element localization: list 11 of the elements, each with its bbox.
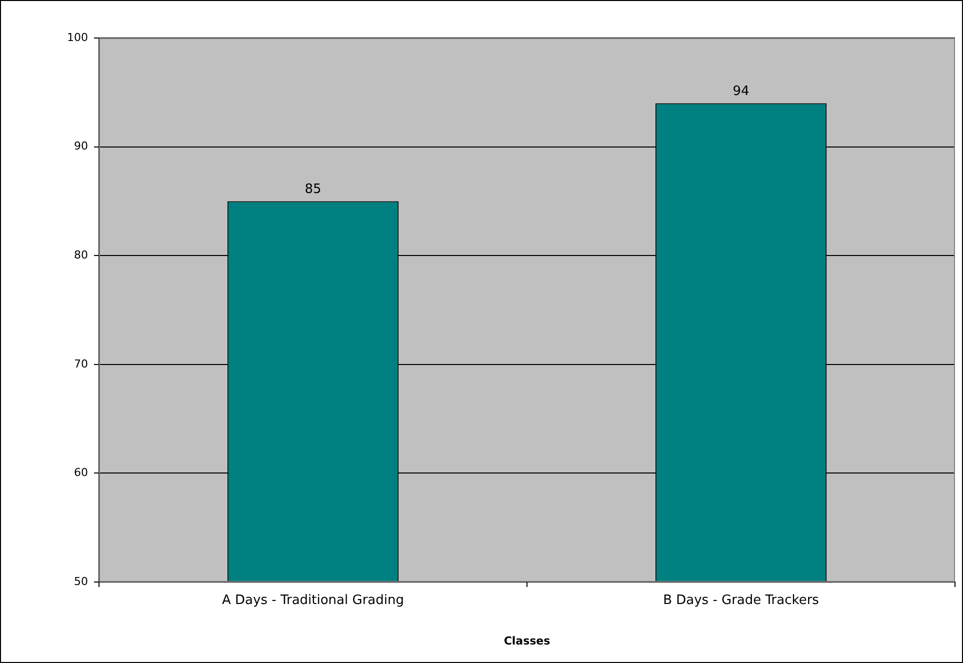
x-axis-title: Classes <box>504 634 551 648</box>
y-tick-label: 60 <box>74 466 88 480</box>
x-tick-label: B Days - Grade Trackers <box>663 593 820 608</box>
data-label: 85 <box>304 182 322 198</box>
y-tick-label: 50 <box>74 574 88 588</box>
y-tick-label: 70 <box>74 357 88 370</box>
y-tick-label: 100 <box>67 30 88 44</box>
y-tick-label: 90 <box>74 140 88 153</box>
data-label: 94 <box>732 84 750 100</box>
x-tick-label: A Days - Traditional Grading <box>222 593 404 608</box>
y-tick-label: 80 <box>74 248 88 262</box>
